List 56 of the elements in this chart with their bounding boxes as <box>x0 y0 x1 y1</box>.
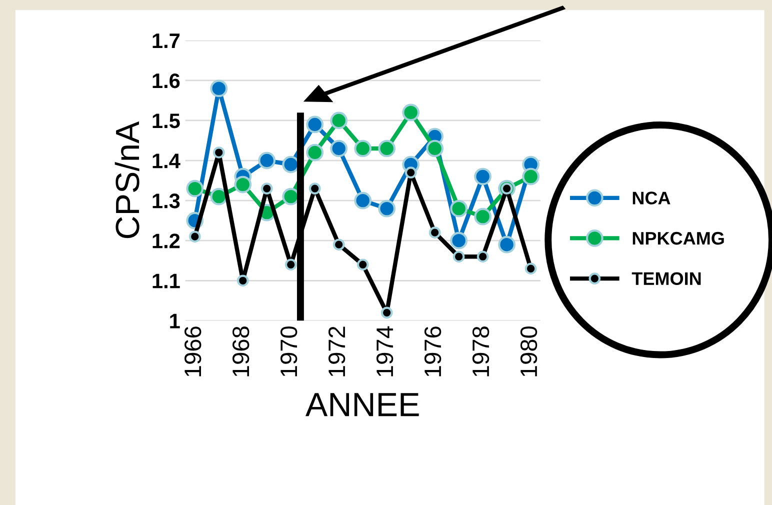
point <box>474 168 492 186</box>
point <box>498 236 516 254</box>
point <box>330 140 348 158</box>
point <box>188 230 201 242</box>
y-tick-label: 1.7 <box>152 34 180 48</box>
y-tick-label: 1.2 <box>152 234 180 248</box>
y-tick-label: 1.3 <box>152 194 180 208</box>
point <box>330 112 348 130</box>
point <box>452 250 465 263</box>
point <box>426 140 444 158</box>
point <box>428 226 441 238</box>
x-tick-label: 1970 <box>280 326 298 376</box>
point <box>234 176 252 194</box>
x-tick-label: 1972 <box>328 326 346 376</box>
y-tick-label: 1.6 <box>152 73 180 88</box>
point <box>332 238 345 251</box>
point <box>380 306 393 319</box>
y-tick-label: 1.1 <box>152 274 180 288</box>
point <box>260 182 273 194</box>
x-tick-label: 1978 <box>472 326 490 376</box>
point <box>284 258 297 271</box>
point <box>522 168 540 186</box>
y-tick-label: 1 <box>170 314 180 328</box>
point <box>210 188 228 206</box>
point <box>212 146 225 158</box>
point <box>186 180 204 198</box>
point <box>356 258 369 271</box>
y-tick-label: 1.5 <box>152 114 180 128</box>
point <box>378 140 396 158</box>
x-tick-label: 1980 <box>520 326 538 376</box>
x-tick-label: 1976 <box>424 326 442 376</box>
y-tick-label: 1.4 <box>152 154 180 168</box>
point <box>450 200 468 218</box>
point <box>354 140 372 158</box>
point <box>210 80 228 98</box>
legend-label: NPKCAMG <box>632 232 724 245</box>
point <box>402 104 420 122</box>
x-tick-label: 1974 <box>376 326 394 376</box>
legend-label: TEMOIN <box>632 272 701 286</box>
point <box>308 182 321 194</box>
point <box>354 192 372 210</box>
point <box>524 262 537 275</box>
x-tick-label: 1968 <box>232 326 250 376</box>
y-axis-title: CPS/nA <box>114 121 140 238</box>
legend-label: NCA <box>632 192 670 204</box>
point <box>404 166 417 178</box>
x-tick-label: 1966 <box>184 326 202 376</box>
point <box>476 250 489 263</box>
point <box>306 116 324 134</box>
point <box>378 200 396 218</box>
x-axis-title: ANNEE <box>305 393 419 416</box>
point <box>258 152 276 170</box>
point <box>306 144 324 162</box>
point <box>474 208 492 226</box>
point <box>236 274 249 287</box>
point <box>450 232 468 250</box>
